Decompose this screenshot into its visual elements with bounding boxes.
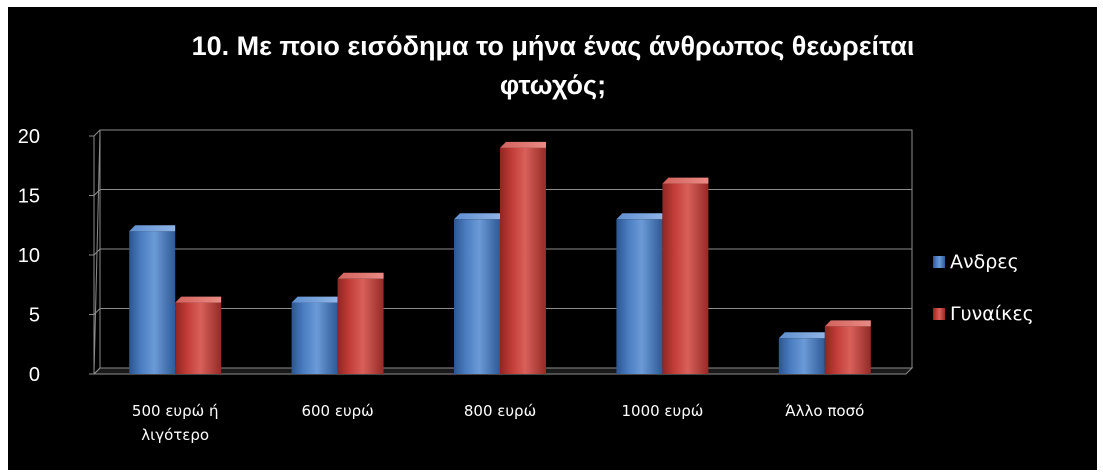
bar-front-face — [778, 338, 825, 374]
y-tick-label: 20 — [18, 126, 40, 148]
x-tick-label-line: 500 ευρώ ή — [132, 402, 219, 420]
x-axis: 500 ευρώ ή λιγότερο 600 ευρώ 800 ευρώ 1000 ε… — [132, 402, 864, 444]
bar-top-face — [662, 177, 709, 184]
bar-front-face — [291, 302, 338, 374]
bar — [337, 272, 384, 374]
bar-top-face — [454, 213, 500, 220]
x-tick-label: Άλλο ποσό — [785, 402, 864, 420]
bar-front-face — [337, 278, 384, 374]
bar — [778, 332, 825, 374]
x-tick-label: 800 ευρώ — [464, 402, 536, 420]
bar-top-face — [337, 272, 384, 279]
chart-title-line-2: φτωχός; — [500, 70, 606, 100]
bar-front-face — [662, 183, 709, 374]
bar — [129, 225, 176, 374]
legend-item: Ανδρες — [933, 251, 1019, 273]
bar — [500, 141, 546, 374]
bar-front-face — [454, 219, 500, 374]
y-tick-label: 10 — [18, 245, 40, 267]
bar-front-face — [175, 302, 222, 374]
y-axis: 0 5 10 15 20 — [18, 126, 94, 386]
x-tick-label-line: 1000 ευρώ — [621, 402, 703, 420]
bar-front-face — [616, 219, 663, 374]
legend-swatch — [933, 308, 945, 320]
bar-top-face — [175, 296, 222, 303]
bar — [616, 213, 663, 374]
bar-top-face — [129, 225, 176, 232]
x-tick-label: 1000 ευρώ — [621, 402, 703, 420]
bar — [824, 320, 871, 374]
y-tick-label: 0 — [29, 364, 40, 386]
bar-top-face — [824, 320, 871, 327]
bar — [175, 296, 222, 374]
legend-label: Ανδρες — [950, 251, 1019, 273]
gridline — [93, 189, 912, 196]
bar-top-face — [616, 213, 663, 220]
x-tick-label: 600 ευρώ — [301, 402, 373, 420]
bar-front-face — [824, 326, 871, 374]
legend-swatch — [933, 256, 945, 268]
bar-top-face — [291, 296, 338, 303]
x-tick-label-line: 600 ευρώ — [301, 402, 373, 420]
x-tick-label-line: λιγότερο — [141, 426, 209, 444]
y-tick-label: 15 — [18, 186, 40, 208]
bar-front-face — [500, 147, 546, 374]
x-tick-label-line: 800 ευρώ — [464, 402, 536, 420]
legend-item: Γυναίκες — [933, 303, 1034, 325]
plot-area — [92, 129, 914, 375]
chart-title-line-1: 10. Με ποιο εισόδημα το μήνα ένας άνθρωπ… — [192, 31, 915, 61]
chart-container: 10. Με ποιο εισόδημα το μήνα ένας άνθρωπ… — [8, 7, 1097, 470]
bar — [291, 296, 338, 374]
legend: Ανδρες Γυναίκες — [933, 251, 1034, 325]
bar-front-face — [129, 231, 176, 374]
gridline — [93, 129, 912, 137]
chart-title: 10. Με ποιο εισόδημα το μήνα ένας άνθρωπ… — [192, 31, 915, 100]
x-tick-label: 500 ευρώ ή λιγότερο — [132, 402, 219, 444]
bar-top-face — [778, 332, 825, 339]
bar-top-face — [500, 141, 546, 148]
bar — [662, 177, 709, 374]
legend-label: Γυναίκες — [950, 303, 1034, 325]
bar — [454, 213, 500, 374]
bar-chart: 10. Με ποιο εισόδημα το μήνα ένας άνθρωπ… — [18, 31, 1034, 444]
y-tick-label: 5 — [29, 305, 40, 327]
x-tick-label-line: Άλλο ποσό — [785, 402, 864, 420]
